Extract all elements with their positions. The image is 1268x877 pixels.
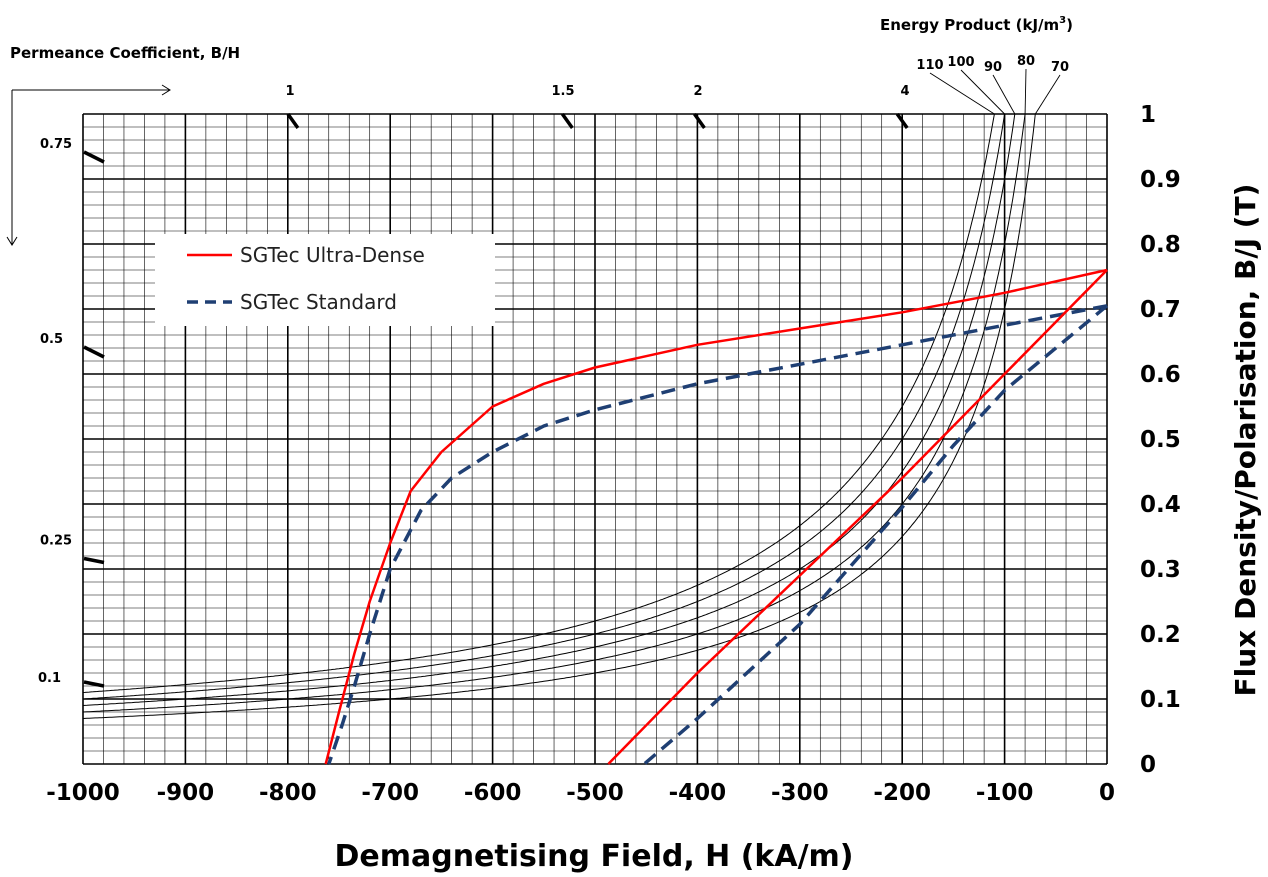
permeance-title: Permeance Coefficient, B/H (10, 44, 240, 62)
permeance-left-mark (83, 680, 105, 688)
y-tick-label: 1 (1140, 102, 1156, 128)
x-tick-label: -800 (259, 780, 317, 806)
permeance-top-mark (693, 112, 706, 130)
energy-label-110: 110 (916, 58, 943, 73)
permeance-left-label: 0.25 (40, 534, 72, 549)
energy-label-90: 90 (984, 60, 1002, 75)
permeance-left-label: 0.75 (40, 137, 72, 152)
energy-leader-110 (929, 72, 995, 115)
permeance-left-mark (83, 150, 105, 164)
series-standard-b-curve (643, 304, 1109, 766)
x-tick-label: -300 (771, 780, 829, 806)
y-tick-label: 0.6 (1140, 362, 1181, 388)
permeance-top-label: 1.5 (551, 84, 574, 99)
series-ultra-dense-j-curve (324, 268, 1108, 765)
permeance-top-mark (895, 112, 909, 130)
energy-curve-110 (82, 113, 995, 693)
x-tick-label: 0 (1099, 780, 1115, 806)
x-tick-label: -600 (464, 780, 522, 806)
energy-label-80: 80 (1017, 54, 1035, 69)
permeance-top-label: 2 (693, 84, 702, 99)
permeance-arrows (6, 84, 171, 246)
energy-leader-100 (960, 69, 1005, 115)
permeance-marks: 1 1.5 2 4 0.75 0.5 0.25 0.1 (38, 84, 910, 688)
y-axis-label: Flux Density/Polarisation, B/J (T) (1229, 184, 1262, 697)
energy-product-curves (82, 113, 1036, 719)
energy-curve-70 (82, 113, 1036, 719)
y-tick-labels: 0 0.1 0.2 0.3 0.4 0.5 0.6 0.7 0.8 0.9 1 (1140, 102, 1181, 778)
energy-label-100: 100 (947, 55, 974, 70)
energy-curve-90 (82, 113, 1016, 706)
x-tick-label: -700 (361, 780, 419, 806)
series-ultra-dense-b-curve (607, 269, 1108, 765)
x-tick-labels: -1000 -900 -800 -700 -600 -500 -400 -300 -200 -10… (46, 780, 1115, 806)
major-grid (82, 113, 1108, 765)
energy-leader-70 (1034, 74, 1061, 115)
legend-label-standard: SGTec Standard (240, 290, 397, 314)
permeance-top-mark (560, 112, 574, 130)
energy-leader-90 (992, 74, 1016, 115)
y-tick-label: 0.3 (1140, 557, 1181, 583)
permeance-top-mark (286, 112, 300, 130)
x-tick-label: -1000 (46, 780, 120, 806)
x-tick-label: -200 (873, 780, 931, 806)
permeance-left-mark (83, 345, 105, 359)
permeance-top-label: 1 (285, 84, 294, 99)
legend-label-ultra-dense: SGTec Ultra-Dense (240, 243, 425, 267)
legend-box (155, 234, 495, 326)
energy-curve-100 (82, 113, 1006, 700)
y-tick-label: 0.7 (1140, 297, 1181, 323)
x-tick-label: -100 (976, 780, 1034, 806)
energy-label-70: 70 (1051, 60, 1069, 75)
permeance-left-label: 0.1 (38, 671, 61, 686)
permeance-top-label: 4 (900, 84, 909, 99)
y-tick-label: 0.1 (1140, 687, 1181, 713)
y-tick-label: 0.2 (1140, 622, 1181, 648)
legend: SGTec Ultra-Dense SGTec Standard (155, 234, 495, 326)
energy-product-labels: 110 100 90 80 70 (916, 54, 1069, 115)
y-tick-label: 0 (1140, 752, 1156, 778)
x-tick-label: -400 (669, 780, 727, 806)
y-tick-label: 0.8 (1140, 232, 1181, 258)
data-series (324, 268, 1109, 766)
y-tick-label: 0.5 (1140, 427, 1181, 453)
y-tick-label: 0.4 (1140, 492, 1181, 518)
x-tick-label: -900 (157, 780, 215, 806)
energy-leader-80 (1024, 68, 1027, 115)
energy-product-title: Energy Product (kJ/m3) (880, 15, 1073, 34)
energy-curve-80 (82, 113, 1026, 713)
x-tick-label: -500 (566, 780, 624, 806)
series-standard-j-curve (327, 304, 1108, 765)
permeance-left-label: 0.5 (40, 332, 63, 347)
permeance-left-mark (83, 556, 105, 565)
y-tick-label: 0.9 (1140, 167, 1181, 193)
x-axis-label: Demagnetising Field, H (kA/m) (334, 839, 853, 874)
